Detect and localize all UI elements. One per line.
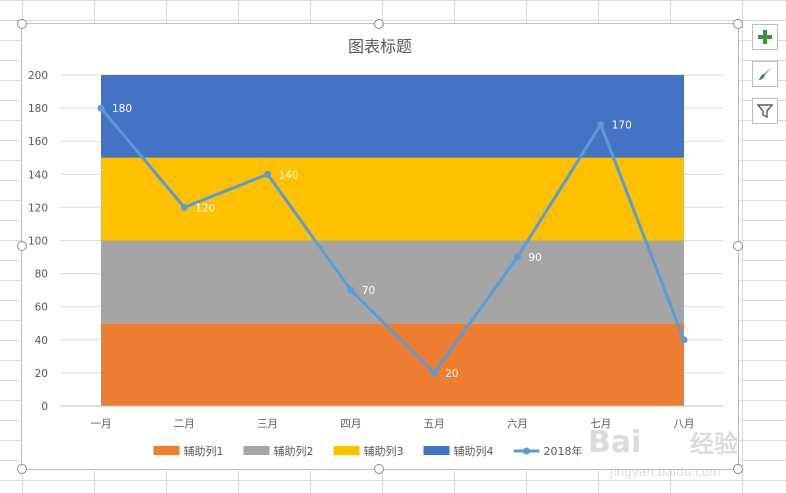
plus-icon [758, 30, 772, 44]
legend-swatch [153, 446, 180, 455]
y-tick-label: 0 [41, 401, 48, 413]
resize-handle-top-center[interactable] [374, 19, 384, 29]
brush-icon [758, 67, 772, 80]
data-point [430, 369, 438, 377]
series-line [99, 107, 686, 375]
legend[interactable]: 辅助列1 辅助列2 辅助列3 辅助列4 2018年 [153, 444, 583, 458]
band-2 [101, 240, 684, 324]
y-tick-label: 120 [28, 202, 48, 214]
data-point [97, 104, 105, 112]
y-tick-label: 200 [28, 70, 48, 82]
chart-title[interactable]: 图表标题 [348, 37, 412, 56]
chart-area[interactable]: 图表标题 0 20 40 60 80 100 120 140 160 180 200 一月 二月 三月 四月… [21, 23, 739, 470]
x-tick-label: 二月 [174, 418, 195, 430]
data-point [180, 203, 188, 211]
svg-text:经验: 经验 [690, 430, 738, 458]
chart-svg: 图表标题 0 20 40 60 80 100 120 140 160 180 200 一月 二月 三月 四月… [28, 37, 723, 458]
data-point [680, 336, 688, 344]
legend-swatch [243, 446, 270, 455]
resize-handle-top-right[interactable] [733, 19, 743, 29]
y-tick-label: 100 [28, 236, 48, 248]
y-tick-label: 80 [35, 269, 48, 281]
chart-styles-button[interactable] [752, 61, 778, 87]
data-point [264, 170, 272, 178]
legend-entry: 2018年 [544, 444, 583, 458]
y-tick-label: 20 [35, 368, 48, 380]
data-label: 170 [612, 120, 632, 132]
y-tick-label: 160 [28, 136, 48, 148]
x-tick-label: 一月 [91, 418, 112, 430]
legend-entry: 辅助列2 [274, 444, 314, 458]
baidu-watermark: Bai 经验 jingyan.baidu.com [580, 418, 780, 488]
legend-marker [523, 447, 530, 455]
data-label: 20 [445, 368, 458, 380]
data-point [513, 253, 521, 261]
data-label: 140 [279, 169, 299, 181]
legend-swatch [423, 446, 450, 455]
data-label: 120 [195, 202, 215, 214]
data-point [597, 121, 605, 129]
svg-text:Bai: Bai [588, 425, 641, 460]
y-tick-label: 140 [28, 169, 48, 181]
filter-icon [757, 104, 773, 119]
legend-swatch [333, 446, 360, 455]
band-1 [101, 323, 684, 406]
x-tick-label: 六月 [507, 418, 528, 430]
y-tick-label: 180 [28, 103, 48, 115]
y-tick-label: 40 [35, 335, 48, 347]
x-tick-label: 八月 [674, 418, 695, 430]
chart-elements-button[interactable] [752, 24, 778, 50]
legend-entry: 辅助列3 [364, 444, 404, 458]
resize-handle-middle-right[interactable] [733, 241, 743, 251]
line-series: 180 120 140 70 20 90 170 [97, 103, 688, 380]
svg-text:jingyan.baidu.com: jingyan.baidu.com [609, 465, 721, 479]
legend-entry: 辅助列4 [454, 444, 494, 458]
y-tick-label: 60 [35, 302, 48, 314]
data-label: 70 [362, 285, 375, 297]
legend-entry: 辅助列1 [184, 444, 224, 458]
axes: 0 20 40 60 80 100 120 140 160 180 200 一月 二月 三月 四月 五月 六月 七… [28, 70, 723, 430]
resize-handle-middle-left[interactable] [17, 241, 27, 251]
chart-filters-button[interactable] [752, 98, 778, 124]
resize-handle-bottom-left[interactable] [17, 464, 27, 474]
x-tick-label: 三月 [257, 418, 278, 430]
resize-handle-top-left[interactable] [17, 19, 27, 29]
x-tick-label: 五月 [424, 418, 445, 430]
data-label: 180 [112, 103, 132, 115]
band-3 [101, 157, 684, 241]
x-tick-label: 七月 [590, 418, 611, 430]
band-series [101, 75, 684, 406]
resize-handle-bottom-right[interactable] [733, 464, 743, 474]
x-tick-label: 四月 [340, 418, 361, 430]
band-4 [101, 75, 684, 158]
data-label: 90 [528, 252, 541, 264]
data-point [347, 286, 355, 294]
resize-handle-bottom-center[interactable] [374, 464, 384, 474]
